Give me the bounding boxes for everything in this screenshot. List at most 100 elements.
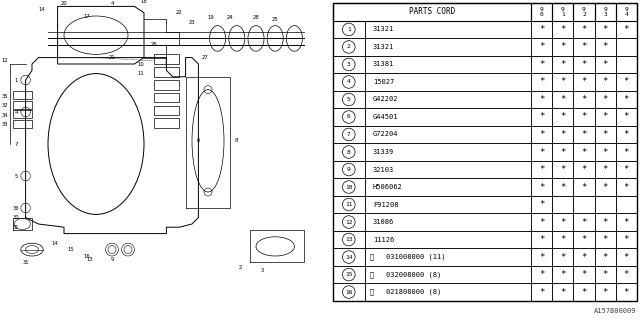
Bar: [552, 196, 573, 213]
Text: 7: 7: [14, 141, 18, 147]
Bar: [616, 161, 637, 178]
Text: *: *: [539, 130, 545, 139]
Bar: [365, 126, 531, 143]
Text: Ⓦ: Ⓦ: [370, 254, 374, 260]
Text: *: *: [560, 43, 566, 52]
Text: 13: 13: [345, 237, 353, 242]
Text: Ⓝ: Ⓝ: [370, 289, 374, 295]
Bar: [333, 213, 365, 231]
Bar: [333, 38, 365, 56]
Bar: [531, 56, 552, 73]
Text: *: *: [602, 60, 608, 69]
Bar: [595, 3, 616, 21]
Bar: [552, 248, 573, 266]
Text: *: *: [581, 270, 587, 279]
Text: 22: 22: [176, 10, 182, 15]
Bar: [552, 266, 573, 283]
Bar: [365, 231, 531, 248]
Bar: [531, 196, 552, 213]
Text: *: *: [560, 130, 566, 139]
Text: *: *: [623, 148, 629, 156]
Bar: [365, 143, 531, 161]
Bar: [595, 91, 616, 108]
Text: 30: 30: [13, 215, 19, 220]
Text: 9
0: 9 0: [540, 7, 543, 17]
Bar: [573, 143, 595, 161]
Bar: [333, 248, 365, 266]
Bar: [616, 213, 637, 231]
Bar: [365, 56, 531, 73]
Text: *: *: [623, 182, 629, 191]
Bar: [616, 108, 637, 126]
Text: *: *: [539, 60, 545, 69]
Text: *: *: [581, 95, 587, 104]
Text: 33: 33: [1, 122, 8, 127]
Bar: [333, 73, 365, 91]
Text: 9
1: 9 1: [561, 7, 564, 17]
Bar: [552, 56, 573, 73]
Text: *: *: [602, 25, 608, 34]
Text: 17: 17: [83, 13, 90, 19]
Bar: [552, 143, 573, 161]
Bar: [573, 21, 595, 38]
Text: 31321: 31321: [372, 44, 394, 50]
Text: *: *: [539, 165, 545, 174]
Text: *: *: [602, 252, 608, 261]
Text: *: *: [539, 77, 545, 86]
Bar: [531, 21, 552, 38]
Bar: [616, 3, 637, 21]
Text: Ⓦ: Ⓦ: [370, 271, 374, 278]
Bar: [531, 38, 552, 56]
Text: 8: 8: [235, 138, 239, 143]
Text: 32: 32: [1, 103, 8, 108]
Bar: [573, 38, 595, 56]
Text: *: *: [581, 218, 587, 227]
Bar: [333, 108, 365, 126]
Text: *: *: [602, 95, 608, 104]
Text: *: *: [539, 182, 545, 191]
Text: 31321: 31321: [372, 27, 394, 32]
Bar: [13, 110, 32, 118]
Bar: [531, 143, 552, 161]
Bar: [573, 56, 595, 73]
Bar: [154, 54, 179, 64]
Text: *: *: [623, 235, 629, 244]
Text: *: *: [539, 270, 545, 279]
Bar: [365, 248, 531, 266]
Text: 16: 16: [83, 253, 90, 259]
Text: *: *: [581, 113, 587, 122]
Text: 6: 6: [347, 115, 351, 119]
Bar: [573, 178, 595, 196]
Text: 32103: 32103: [372, 166, 394, 172]
Text: *: *: [539, 113, 545, 122]
Bar: [616, 196, 637, 213]
Bar: [365, 161, 531, 178]
Text: *: *: [623, 270, 629, 279]
Bar: [573, 126, 595, 143]
Bar: [616, 91, 637, 108]
Text: 14: 14: [38, 7, 45, 12]
Text: PARTS CORD: PARTS CORD: [409, 7, 455, 16]
Text: 24: 24: [227, 15, 234, 20]
Text: 11126: 11126: [372, 236, 394, 243]
Bar: [365, 91, 531, 108]
Text: *: *: [539, 95, 545, 104]
Text: 10: 10: [138, 61, 144, 67]
Bar: [573, 213, 595, 231]
Text: 4: 4: [347, 79, 351, 84]
Text: 15: 15: [67, 247, 74, 252]
Bar: [595, 161, 616, 178]
Bar: [154, 80, 179, 90]
Bar: [595, 213, 616, 231]
Text: 12: 12: [1, 58, 8, 63]
Text: 14: 14: [51, 241, 58, 246]
Bar: [365, 196, 531, 213]
Text: *: *: [602, 288, 608, 297]
Bar: [595, 178, 616, 196]
Text: *: *: [560, 148, 566, 156]
Text: 36: 36: [13, 205, 19, 211]
Text: *: *: [602, 43, 608, 52]
Text: A157B00009: A157B00009: [595, 308, 637, 314]
Bar: [531, 73, 552, 91]
Text: 9: 9: [347, 167, 351, 172]
